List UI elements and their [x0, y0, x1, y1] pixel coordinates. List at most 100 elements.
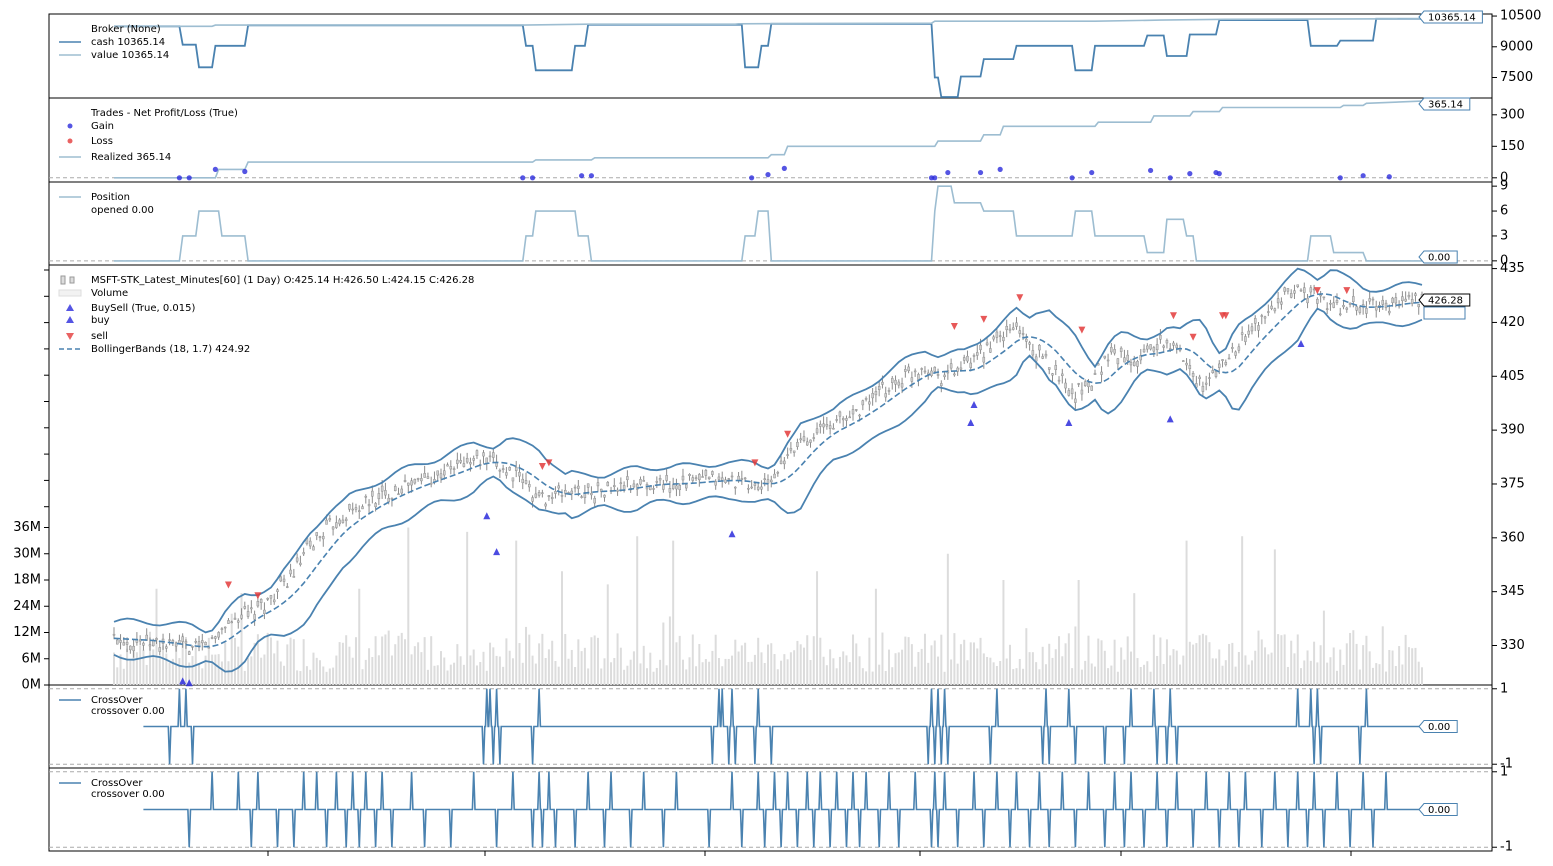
candle-body [727, 478, 731, 480]
candle-body [701, 476, 704, 478]
candle-body [276, 589, 279, 592]
candle-body [1352, 296, 1355, 302]
volume-bar [456, 644, 459, 685]
candle-body [541, 492, 544, 494]
candle-body [845, 418, 848, 421]
candle-body [858, 414, 861, 417]
trades-y-tick-label: 300 [1500, 107, 1525, 122]
volume-bar [1031, 652, 1034, 685]
candle-body [1211, 370, 1214, 374]
candle-body [639, 479, 642, 485]
candle-body [1286, 288, 1290, 292]
volume-bar [848, 662, 851, 685]
volume-bar [832, 658, 835, 685]
candle-body [976, 352, 979, 356]
volume-bar [927, 662, 930, 685]
candle-body [972, 355, 976, 357]
volume-bar [368, 648, 371, 685]
candle-body [675, 485, 678, 490]
candle-body [521, 478, 524, 483]
volume-bar [907, 637, 910, 685]
price-legend-swatch [58, 289, 82, 297]
candle-body [1172, 342, 1175, 346]
volume-bar [459, 656, 462, 685]
volume-bar [302, 639, 305, 685]
candle-body [1227, 357, 1231, 360]
volume-bar [1110, 665, 1113, 685]
volume-bar [1391, 650, 1394, 685]
candle-body [1070, 388, 1074, 395]
volume-bar [1306, 650, 1309, 685]
volume-bar [332, 667, 335, 685]
candle-body [201, 640, 204, 644]
crossover2-last-value-box [1418, 803, 1458, 816]
volume-bar [717, 657, 720, 685]
volume-bar [188, 662, 191, 685]
candle-body [400, 488, 404, 494]
candle-body [616, 489, 619, 492]
volume-bar [341, 642, 344, 685]
candle-body [1316, 298, 1319, 304]
candle-body [436, 470, 439, 476]
volume-bar [505, 638, 508, 685]
candle-body [1182, 360, 1185, 362]
volume-bar [946, 553, 949, 685]
trades-legend-text: Trades - Net Profit/Loss (True) [90, 108, 238, 119]
candle-body [511, 477, 515, 482]
volume-bar [1358, 669, 1361, 685]
sell-marker [1313, 287, 1321, 295]
candle-body [1034, 356, 1038, 362]
candle-body [181, 636, 184, 642]
candle-body [1247, 330, 1250, 335]
candle-body [528, 484, 531, 488]
crossover2-y-tick-label: -1 [1500, 840, 1513, 855]
crossover-series-line [143, 771, 1422, 848]
candle-body [877, 386, 881, 390]
candle-body [665, 475, 668, 481]
candle-body [783, 460, 786, 465]
volume-bar [838, 656, 841, 685]
volume-bar [878, 664, 881, 685]
candle-body [1240, 332, 1244, 335]
volume-bar [139, 645, 142, 685]
buy-marker [1297, 339, 1305, 347]
volume-bar [891, 667, 894, 685]
candle-body [1407, 294, 1411, 298]
candle-body [142, 642, 145, 646]
broker-y-tick-label: 9000 [1500, 39, 1533, 54]
volume-bar [446, 670, 449, 685]
volume-bar [652, 671, 655, 685]
sell-marker [538, 463, 546, 471]
candle-body [1253, 318, 1257, 324]
gain-point [765, 172, 771, 178]
candle-body [652, 488, 655, 490]
volume-bar [1038, 669, 1041, 685]
candle-body [322, 536, 325, 540]
volume-bar [976, 648, 979, 685]
candle-body [1299, 289, 1303, 292]
volume-bar [665, 665, 668, 685]
volume-tick-label: 0M [22, 678, 42, 693]
candle-body [1031, 350, 1035, 356]
candle-body [635, 484, 639, 490]
candle-body [1146, 345, 1149, 350]
volume-bar [989, 657, 992, 685]
volume-bar [940, 634, 943, 685]
candle-body [1077, 383, 1080, 385]
candle-body [214, 636, 217, 639]
opened-series-line [114, 185, 1422, 262]
volume-bar [1005, 658, 1008, 685]
price-legend-text: Volume [91, 288, 128, 299]
volume-bar [1421, 667, 1423, 685]
price-legend-text: sell [91, 331, 108, 342]
candle-body [855, 409, 858, 411]
candle-body [1358, 307, 1362, 313]
candle-body [1119, 347, 1123, 352]
volume-bar [672, 540, 675, 685]
volume-bar [1257, 630, 1260, 685]
candle-body [962, 357, 966, 361]
volume-bar [995, 666, 998, 685]
volume-bar [289, 637, 292, 685]
candle-body [1218, 363, 1221, 368]
volume-bar [547, 649, 550, 685]
